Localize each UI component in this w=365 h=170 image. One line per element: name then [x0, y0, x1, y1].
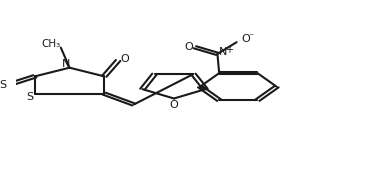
Text: O: O	[170, 100, 178, 110]
Text: CH₃: CH₃	[42, 39, 61, 49]
Text: O: O	[184, 42, 193, 52]
Text: S: S	[26, 92, 33, 102]
Text: +: +	[225, 45, 233, 55]
Text: N: N	[62, 59, 70, 69]
Text: O: O	[241, 34, 250, 44]
Text: ⁻: ⁻	[249, 32, 254, 42]
Text: S: S	[0, 80, 6, 90]
Text: N: N	[219, 47, 227, 57]
Text: O: O	[120, 54, 129, 64]
